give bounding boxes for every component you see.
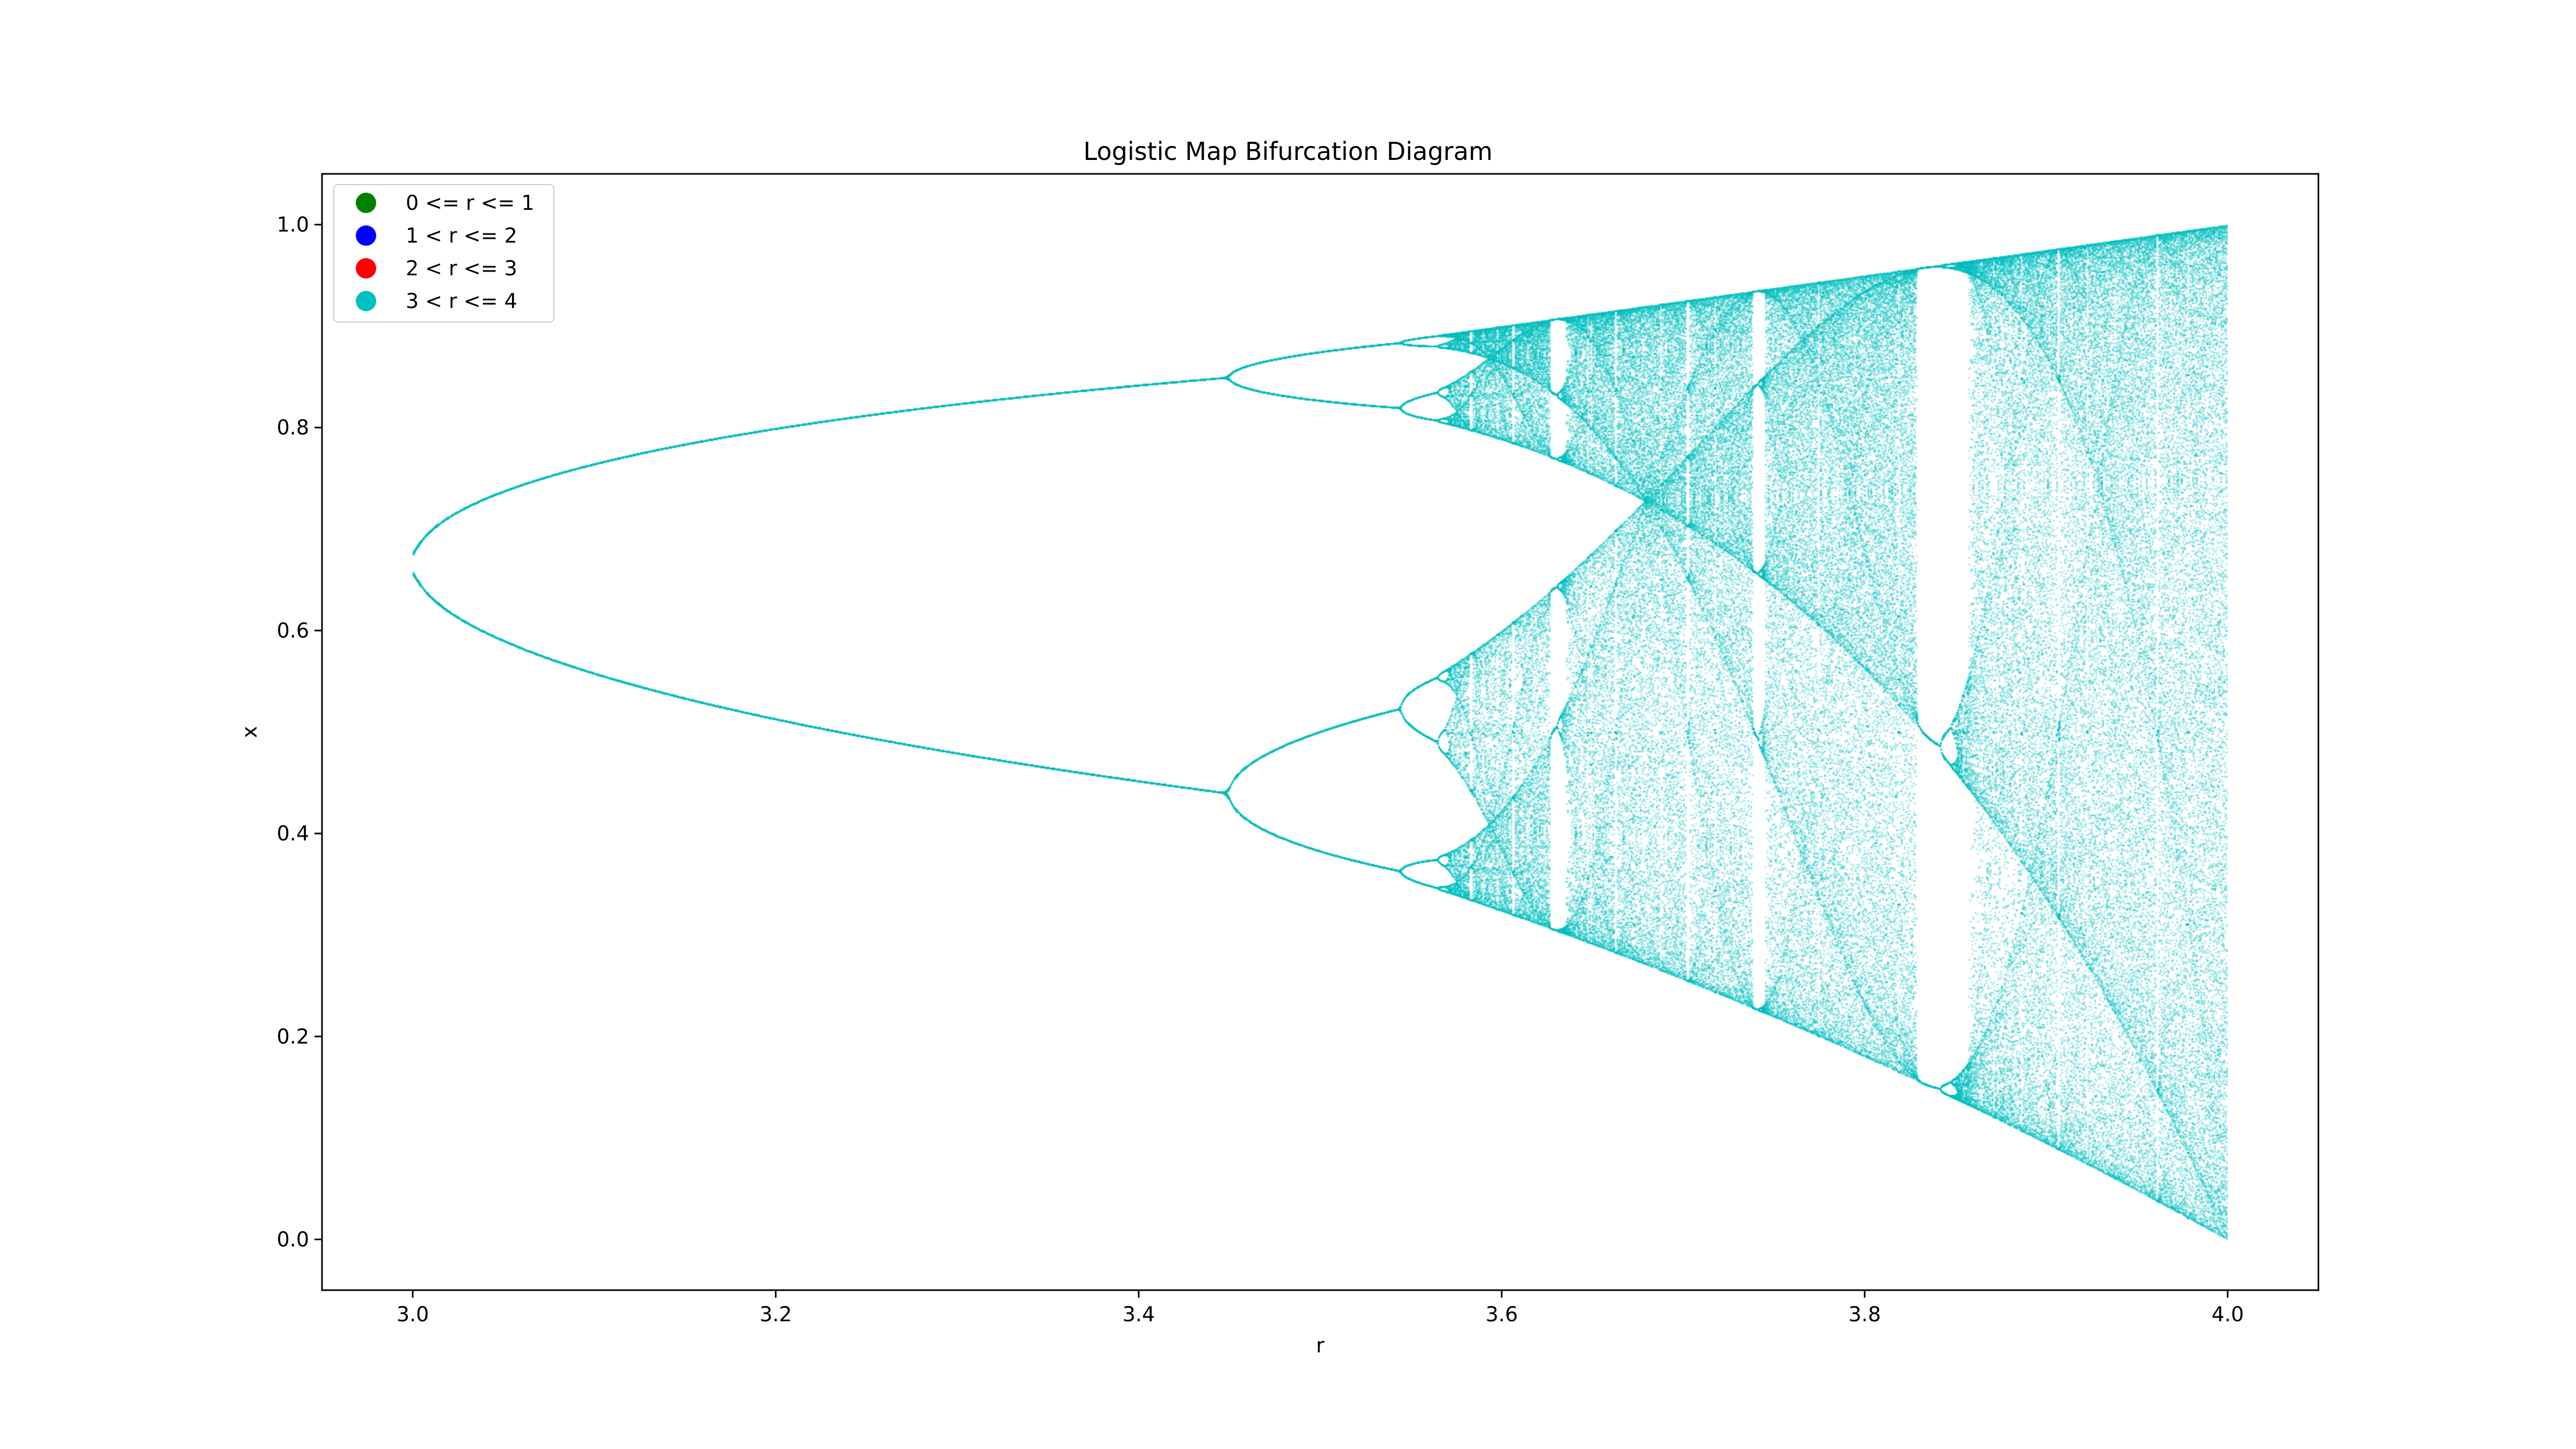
y-tick-label: 1.0 [277, 213, 309, 237]
legend-marker [356, 225, 376, 246]
x-tick-label: 4.0 [2212, 1302, 2244, 1326]
y-axis-label: x [238, 726, 261, 738]
legend-label: 0 <= r <= 1 [406, 191, 535, 215]
legend: 0 <= r <= 1 1 < r <= 2 2 < r <= 3 3 < r <= … [333, 184, 554, 323]
x-axis: 3.0 3.2 3.4 3.6 3.8 4.0 [397, 1290, 2244, 1326]
y-tick-label: 0.6 [277, 619, 309, 642]
x-tick-label: 3.0 [397, 1302, 429, 1326]
legend-marker [356, 258, 376, 279]
legend-marker [356, 193, 376, 213]
y-tick-label: 0.8 [277, 416, 309, 440]
legend-label: 1 < r <= 2 [406, 224, 517, 247]
x-tick-label: 3.8 [1848, 1302, 1880, 1326]
x-tick-label: 3.4 [1123, 1302, 1155, 1326]
legend-label: 3 < r <= 4 [406, 289, 517, 313]
legend-marker [356, 291, 376, 311]
chart-title: Logistic Map Bifurcation Diagram [1084, 137, 1493, 166]
legend-entries: 0 <= r <= 1 1 < r <= 2 2 < r <= 3 3 < r <= … [356, 191, 535, 313]
x-axis-label: r [1316, 1334, 1324, 1357]
y-tick-label: 0.4 [277, 822, 309, 845]
plot-area-frame [321, 173, 2319, 1291]
y-tick-label: 0.0 [277, 1227, 309, 1251]
y-tick-label: 0.2 [277, 1024, 309, 1048]
x-tick-label: 3.6 [1485, 1302, 1518, 1326]
bifurcation-scatter-points [413, 224, 2228, 1240]
x-tick-label: 3.2 [759, 1302, 792, 1326]
legend-label: 2 < r <= 3 [406, 257, 517, 280]
bifurcation-points [413, 224, 2228, 1240]
legend-box [333, 184, 554, 323]
y-axis: 0.0 0.2 0.4 0.6 0.8 1.0 [277, 213, 322, 1251]
